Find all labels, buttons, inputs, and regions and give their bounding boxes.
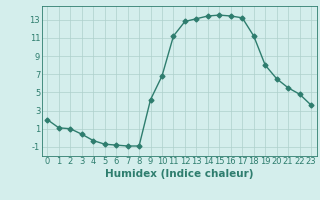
X-axis label: Humidex (Indice chaleur): Humidex (Indice chaleur) <box>105 169 253 179</box>
